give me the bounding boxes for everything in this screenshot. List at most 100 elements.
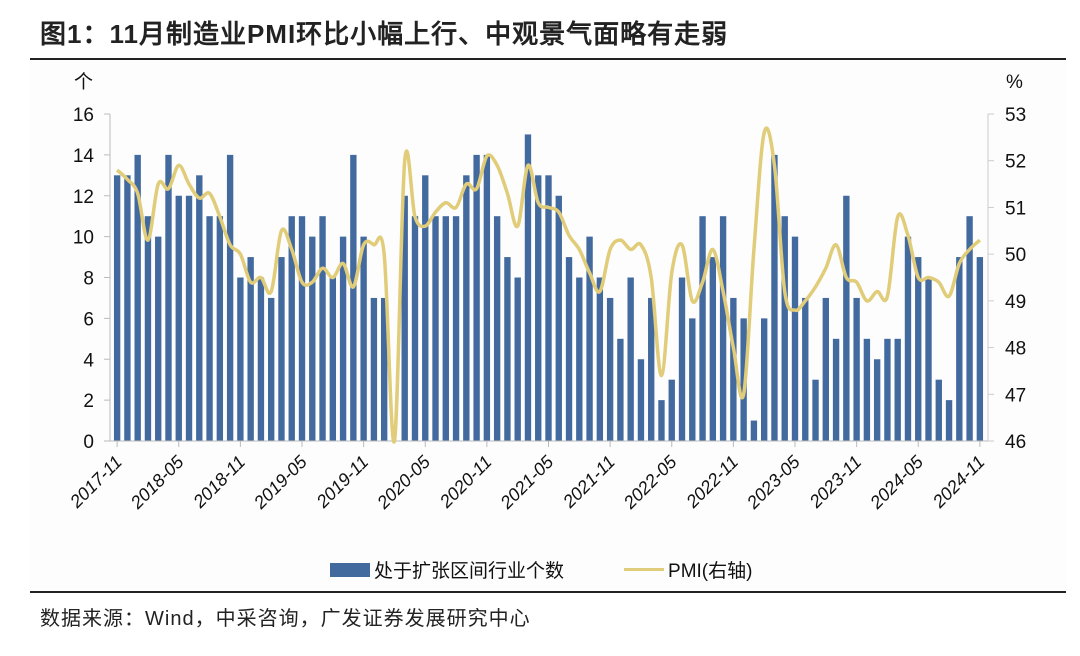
x-tick-label: 2024-05 [866,451,928,513]
bar-2020-10 [473,154,480,441]
right-tick-label: 49 [1005,292,1026,313]
x-tick-label: 2019-11 [312,452,373,513]
bar-2018-02 [144,216,152,441]
bar-2023-09 [832,338,840,441]
x-tick-label: 2018-05 [126,451,188,513]
bar-2022-06 [678,277,686,441]
bar-2024-09 [956,257,963,441]
bar-2021-03 [524,134,532,441]
bar-2018-03 [155,236,162,441]
bar-2023-06 [802,297,809,441]
bar-2024-01 [873,359,881,441]
bar-2018-04 [165,154,172,441]
bar-2020-01 [380,297,388,441]
bar-2020-11 [483,154,491,441]
x-tick-label: 2019-05 [249,451,311,513]
bar-2022-04 [658,400,665,441]
bar-2018-01 [134,154,141,441]
bar-2020-06 [432,216,439,441]
bar-2021-02 [514,277,521,441]
bar-2018-11 [237,277,244,441]
bar-2024-05 [915,257,922,441]
bar-2024-04 [904,236,912,441]
legend-label-line: PMI(右轴) [668,561,753,582]
top-rule [30,58,1066,60]
bar-2021-01 [504,257,511,441]
right-tick-label: 48 [1005,339,1026,360]
bar-2019-05 [298,216,306,441]
right-tick-label: 51 [1005,198,1026,219]
bar-2021-12 [617,338,624,441]
bar-2018-07 [196,175,203,441]
bar-2024-03 [894,338,901,441]
bar-2022-09 [709,257,717,441]
bar-2020-05 [422,175,429,441]
left-axis-unit: 个 [74,71,93,93]
right-tick-label: 47 [1005,385,1026,406]
left-tick-label: 4 [83,350,94,371]
bar-2021-07 [565,257,573,441]
bar-2023-04 [781,216,788,441]
x-tick-label: 2022-11 [682,452,743,513]
bar-2021-06 [555,195,562,441]
bar-2017-11 [113,175,121,441]
bar-2023-11 [853,297,860,441]
bar-2019-04 [288,216,295,441]
bar-2021-04 [535,175,542,441]
bar-2019-07 [319,216,326,441]
left-tick-label: 2 [83,391,94,412]
bar-2019-09 [339,236,347,441]
right-tick-label: 50 [1005,245,1026,266]
bar-2023-07 [812,379,819,441]
source-note: 数据来源：Wind，中采咨询，广发证券发展研究中心 [40,608,531,630]
bar-2020-03 [401,195,408,441]
bar-2021-08 [576,277,583,441]
legend: 处于扩张区间行业个数 PMI(右轴) [330,556,752,583]
bar-2018-09 [216,216,224,441]
bar-2024-02 [884,338,891,441]
x-tick-label: 2021-11 [558,452,619,513]
bar-2020-09 [463,175,470,441]
x-tick-label: 2023-05 [742,451,804,513]
bar-2022-11 [730,297,737,441]
x-tick-label: 2020-05 [373,451,435,513]
bar-2022-07 [689,318,696,441]
x-tick-label: 2017-11 [65,452,126,513]
bar-2020-12 [493,216,501,441]
pmi-line [115,126,982,444]
bar-2017-12 [124,175,131,441]
left-tick-label: 6 [83,309,94,330]
bar-2022-08 [699,216,706,441]
bar-2019-11 [360,236,367,441]
right-tick-label: 52 [1005,152,1026,173]
bar-2019-01 [257,277,265,441]
bar-2023-03 [771,154,778,441]
bar-2020-08 [452,216,460,441]
bottom-rule [30,591,1066,593]
bar-2024-08 [945,400,953,441]
bar-2023-10 [843,195,850,441]
bar-2019-10 [350,154,357,441]
legend-swatch-line [624,568,665,571]
chart-title: 图1：11月制造业PMI环比小幅上行、中观景气面略有走弱 [40,19,729,49]
bar-2024-07 [935,379,942,441]
bar-2019-02 [268,297,275,441]
right-axis-unit: % [1006,72,1023,93]
bar-2023-08 [822,297,829,441]
x-tick-label: 2023-11 [805,452,866,513]
bar-2024-10 [966,216,973,441]
bar-2018-08 [206,216,213,441]
bar-2022-05 [668,379,675,441]
bar-2021-05 [545,175,552,441]
bar-2019-06 [309,236,316,441]
bar-2023-05 [791,236,799,441]
left-tick-label: 0 [83,432,94,453]
left-tick-label: 8 [83,269,94,290]
right-tick-label: 53 [1005,105,1026,126]
left-tick-label: 12 [73,187,94,208]
bar-2018-06 [185,195,193,441]
bar-2024-11 [976,257,984,441]
bar-2018-10 [226,154,234,441]
left-tick-label: 14 [73,146,95,167]
